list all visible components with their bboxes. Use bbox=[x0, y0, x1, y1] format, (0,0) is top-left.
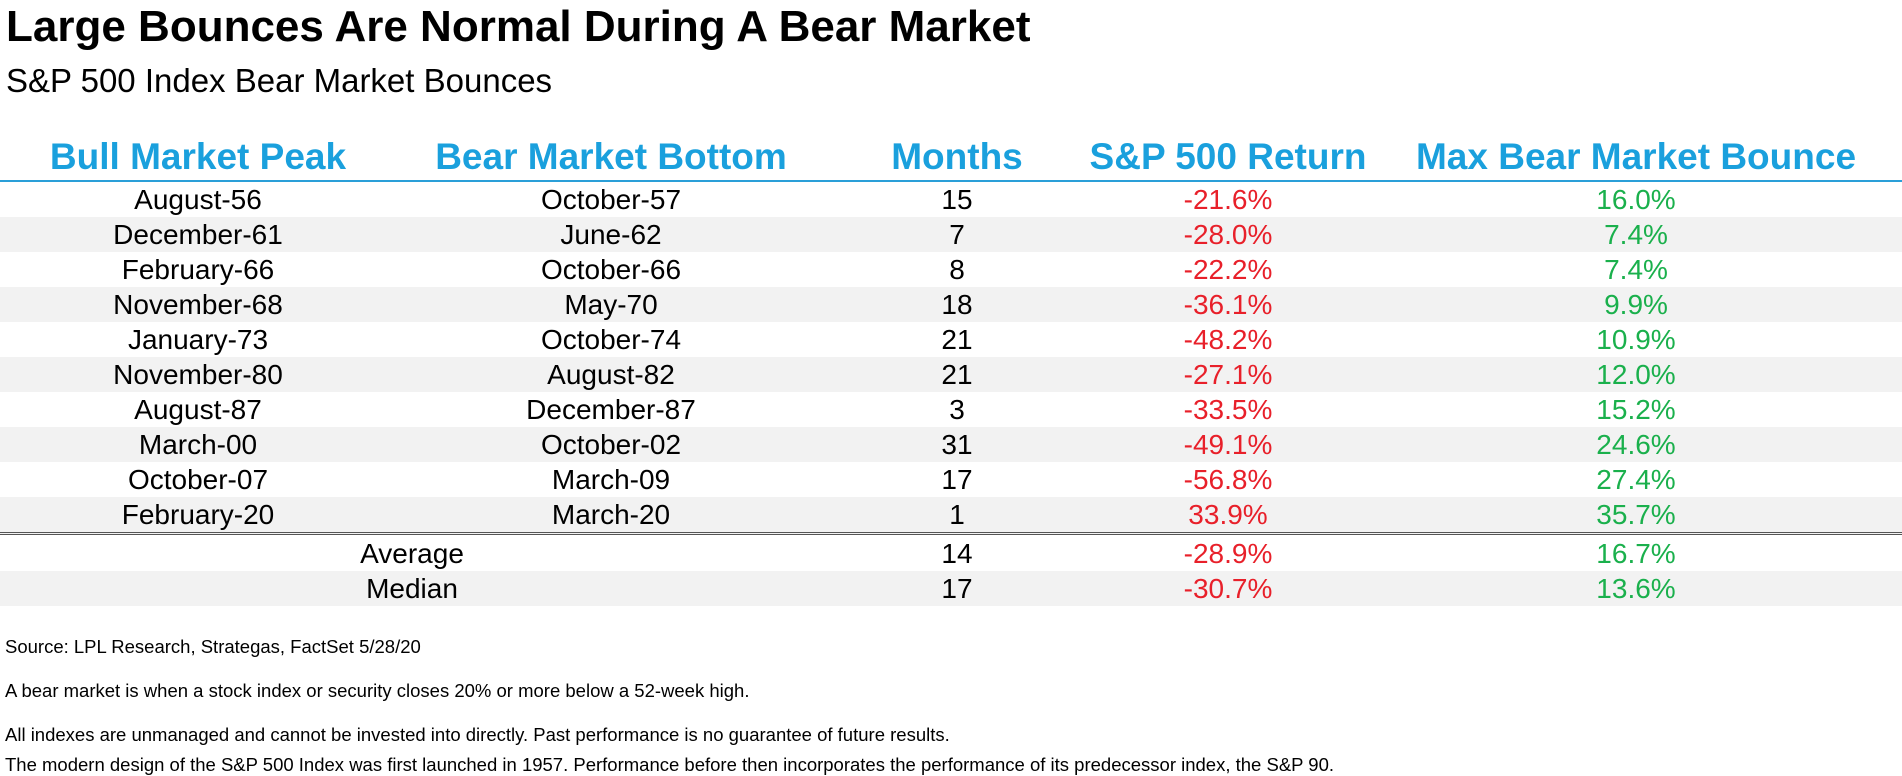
cell-max-bear-market-bounce: 7.4% bbox=[1604, 254, 1668, 285]
summary-row: Average 14 -28.9% 16.7% bbox=[0, 536, 1902, 571]
cell-bear-market-bottom: October-74 bbox=[540, 324, 682, 355]
table-row: March-00 October-02 31 -49.1% 24.6% bbox=[0, 427, 1902, 462]
cell-max-bear-market-bounce: 12.0% bbox=[1596, 359, 1676, 390]
cell-months: 21 bbox=[941, 324, 973, 355]
cell-max-bear-market-bounce: 7.4% bbox=[1604, 219, 1668, 250]
cell-sp500-return: -36.1% bbox=[1183, 289, 1273, 320]
cell-bear-market-bottom: March-20 bbox=[551, 499, 671, 530]
cell-sp500-return: -33.5% bbox=[1183, 394, 1273, 425]
cell-bull-market-peak: February-20 bbox=[121, 499, 275, 530]
footnote: The modern design of the S&P 500 Index w… bbox=[5, 754, 1335, 775]
cell-bull-market-peak: February-66 bbox=[121, 254, 275, 285]
cell-months: 7 bbox=[949, 219, 965, 250]
cell-bull-market-peak: November-68 bbox=[113, 289, 283, 320]
header-months: Months bbox=[891, 136, 1023, 177]
table-header-row: Bull Market Peak Bear Market Bottom Months… bbox=[0, 130, 1902, 182]
header-max-bear-market-bounce: Max Bear Market Bounce bbox=[1415, 136, 1857, 177]
summary-row: Median 17 -30.7% 13.6% bbox=[0, 571, 1902, 606]
cell-bull-market-peak: October-07 bbox=[127, 464, 269, 495]
cell-summary-label: Median bbox=[366, 573, 458, 604]
cell-sp500-return: -21.6% bbox=[1183, 184, 1273, 215]
cell-bear-market-bottom: October-66 bbox=[540, 254, 682, 285]
footnote: A bear market is when a stock index or s… bbox=[5, 680, 750, 701]
table-row: December-61 June-62 7 -28.0% 7.4% bbox=[0, 217, 1902, 252]
cell-sp500-return: -27.1% bbox=[1183, 359, 1273, 390]
cell-months: 21 bbox=[941, 359, 973, 390]
cell-sp500-return: -49.1% bbox=[1183, 429, 1273, 460]
cell-bear-market-bottom: August-82 bbox=[547, 359, 675, 390]
table-row: November-80 August-82 21 -27.1% 12.0% bbox=[0, 357, 1902, 392]
cell-max-bear-market-bounce: 15.2% bbox=[1596, 394, 1676, 425]
cell-sp500-return: -30.7% bbox=[1183, 573, 1273, 604]
cell-sp500-return: 33.9% bbox=[1188, 499, 1268, 530]
cell-max-bear-market-bounce: 10.9% bbox=[1596, 324, 1676, 355]
table-row: August-56 October-57 15 -21.6% 16.0% bbox=[0, 182, 1902, 217]
table-row: January-73 October-74 21 -48.2% 10.9% bbox=[0, 322, 1902, 357]
cell-max-bear-market-bounce: 16.0% bbox=[1596, 184, 1676, 215]
table-row: August-87 December-87 3 -33.5% 15.2% bbox=[0, 392, 1902, 427]
cell-months: 17 bbox=[941, 464, 973, 495]
cell-bull-market-peak: March-00 bbox=[138, 429, 258, 460]
cell-sp500-return: -48.2% bbox=[1183, 324, 1273, 355]
cell-max-bear-market-bounce: 35.7% bbox=[1596, 499, 1676, 530]
footnote: All indexes are unmanaged and cannot be … bbox=[5, 724, 950, 745]
cell-max-bear-market-bounce: 9.9% bbox=[1604, 289, 1668, 320]
cell-bull-market-peak: August-56 bbox=[134, 184, 262, 215]
cell-sp500-return: -56.8% bbox=[1183, 464, 1273, 495]
header-bull-market-peak: Bull Market Peak bbox=[49, 136, 347, 177]
cell-sp500-return: -28.9% bbox=[1183, 538, 1273, 569]
cell-sp500-return: -22.2% bbox=[1183, 254, 1273, 285]
cell-bear-market-bottom: October-02 bbox=[540, 429, 682, 460]
cell-months: 3 bbox=[949, 394, 965, 425]
cell-summary-label: Average bbox=[360, 538, 464, 569]
cell-bear-market-bottom: October-57 bbox=[540, 184, 682, 215]
bear-market-table: Bull Market Peak Bear Market Bottom Months… bbox=[0, 130, 1902, 606]
cell-bear-market-bottom: December-87 bbox=[526, 394, 696, 425]
cell-months: 15 bbox=[941, 184, 973, 215]
table-body: August-56 October-57 15 -21.6% 16.0% December… bbox=[0, 182, 1902, 606]
table-row: October-07 March-09 17 -56.8% 27.4% bbox=[0, 462, 1902, 497]
cell-bear-market-bottom: May-70 bbox=[564, 289, 658, 320]
cell-months: 8 bbox=[949, 254, 965, 285]
cell-bear-market-bottom: March-09 bbox=[551, 464, 671, 495]
cell-bear-market-bottom: June-62 bbox=[560, 219, 662, 250]
table-row: February-20 March-20 1 33.9% 35.7% bbox=[0, 497, 1902, 535]
cell-max-bear-market-bounce: 13.6% bbox=[1596, 573, 1676, 604]
page-title: Large Bounces Are Normal During A Bear M… bbox=[6, 2, 1031, 51]
page-subtitle: S&P 500 Index Bear Market Bounces bbox=[6, 62, 553, 99]
cell-bull-market-peak: December-61 bbox=[113, 219, 283, 250]
footnote: Source: LPL Research, Strategas, FactSet… bbox=[5, 636, 421, 657]
table-row: February-66 October-66 8 -22.2% 7.4% bbox=[0, 252, 1902, 287]
header-bear-market-bottom: Bear Market Bottom bbox=[435, 136, 787, 177]
cell-months: 31 bbox=[941, 429, 973, 460]
cell-bull-market-peak: November-80 bbox=[113, 359, 283, 390]
cell-bull-market-peak: August-87 bbox=[134, 394, 262, 425]
table-row: November-68 May-70 18 -36.1% 9.9% bbox=[0, 287, 1902, 322]
header-sp500-return: S&P 500 Return bbox=[1089, 136, 1367, 177]
cell-months: 14 bbox=[941, 538, 973, 569]
cell-max-bear-market-bounce: 16.7% bbox=[1596, 538, 1676, 569]
cell-bull-market-peak: January-73 bbox=[127, 324, 269, 355]
cell-max-bear-market-bounce: 27.4% bbox=[1596, 464, 1676, 495]
cell-max-bear-market-bounce: 24.6% bbox=[1596, 429, 1676, 460]
cell-months: 18 bbox=[941, 289, 973, 320]
cell-sp500-return: -28.0% bbox=[1183, 219, 1273, 250]
cell-months: 17 bbox=[941, 573, 973, 604]
cell-months: 1 bbox=[949, 499, 965, 530]
